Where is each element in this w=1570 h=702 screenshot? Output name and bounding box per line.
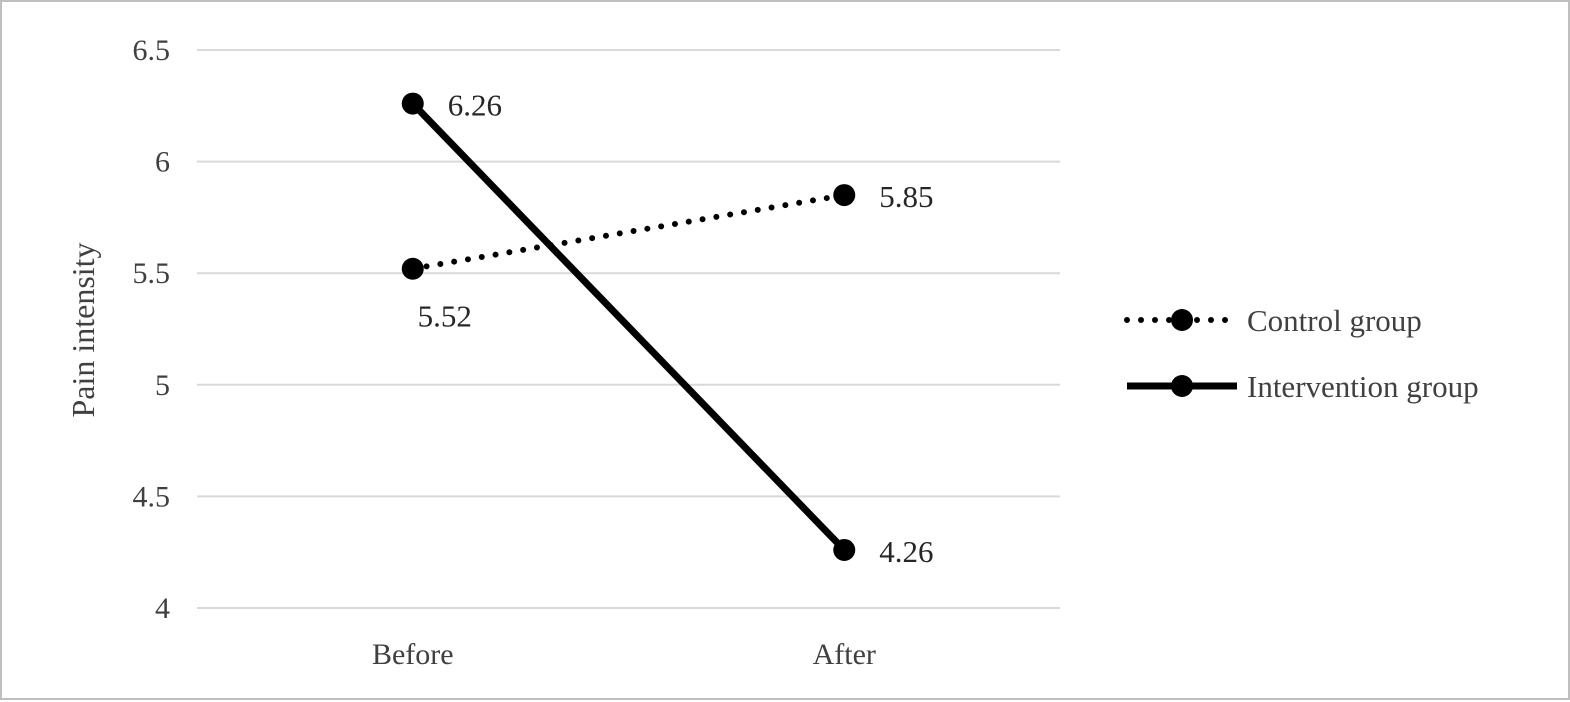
y-tick-label: 5	[155, 369, 170, 402]
legend-item: Intervention group	[1127, 369, 1479, 404]
x-axis-tick-labels: Before After	[372, 638, 876, 671]
x-tick-label: After	[813, 638, 876, 671]
legend-item: Control group	[1124, 303, 1422, 338]
data-label: 4.26	[879, 534, 933, 569]
data-point-marker	[401, 92, 424, 115]
y-axis-title: Pain intensity	[65, 242, 101, 417]
data-point-marker	[833, 184, 856, 207]
legend-label: Intervention group	[1247, 369, 1479, 404]
x-tick-label: Before	[372, 638, 454, 671]
data-label: 6.26	[448, 88, 502, 123]
data-point-marker	[401, 257, 424, 280]
intervention-series-line	[410, 101, 847, 553]
data-point-marker	[833, 538, 856, 561]
y-tick-label: 4.5	[133, 480, 171, 513]
series-lines	[401, 92, 856, 561]
legend-label: Control group	[1247, 303, 1422, 338]
y-tick-label: 4	[155, 592, 170, 625]
y-axis-tick-labels: 4 4.5 5 5.5 6 6.5	[133, 34, 171, 625]
y-tick-label: 6	[155, 146, 170, 179]
control-series-line	[409, 192, 848, 272]
data-labels: 5.52 5.85 6.26 4.26	[418, 88, 934, 569]
y-tick-label: 5.5	[133, 257, 171, 290]
data-label: 5.85	[879, 179, 933, 214]
data-label: 5.52	[418, 299, 472, 334]
legend: Control group Intervention group	[1124, 303, 1479, 404]
gridlines	[197, 49, 1060, 609]
y-tick-label: 6.5	[133, 34, 171, 67]
legend-marker	[1171, 309, 1193, 331]
legend-marker	[1171, 375, 1193, 397]
